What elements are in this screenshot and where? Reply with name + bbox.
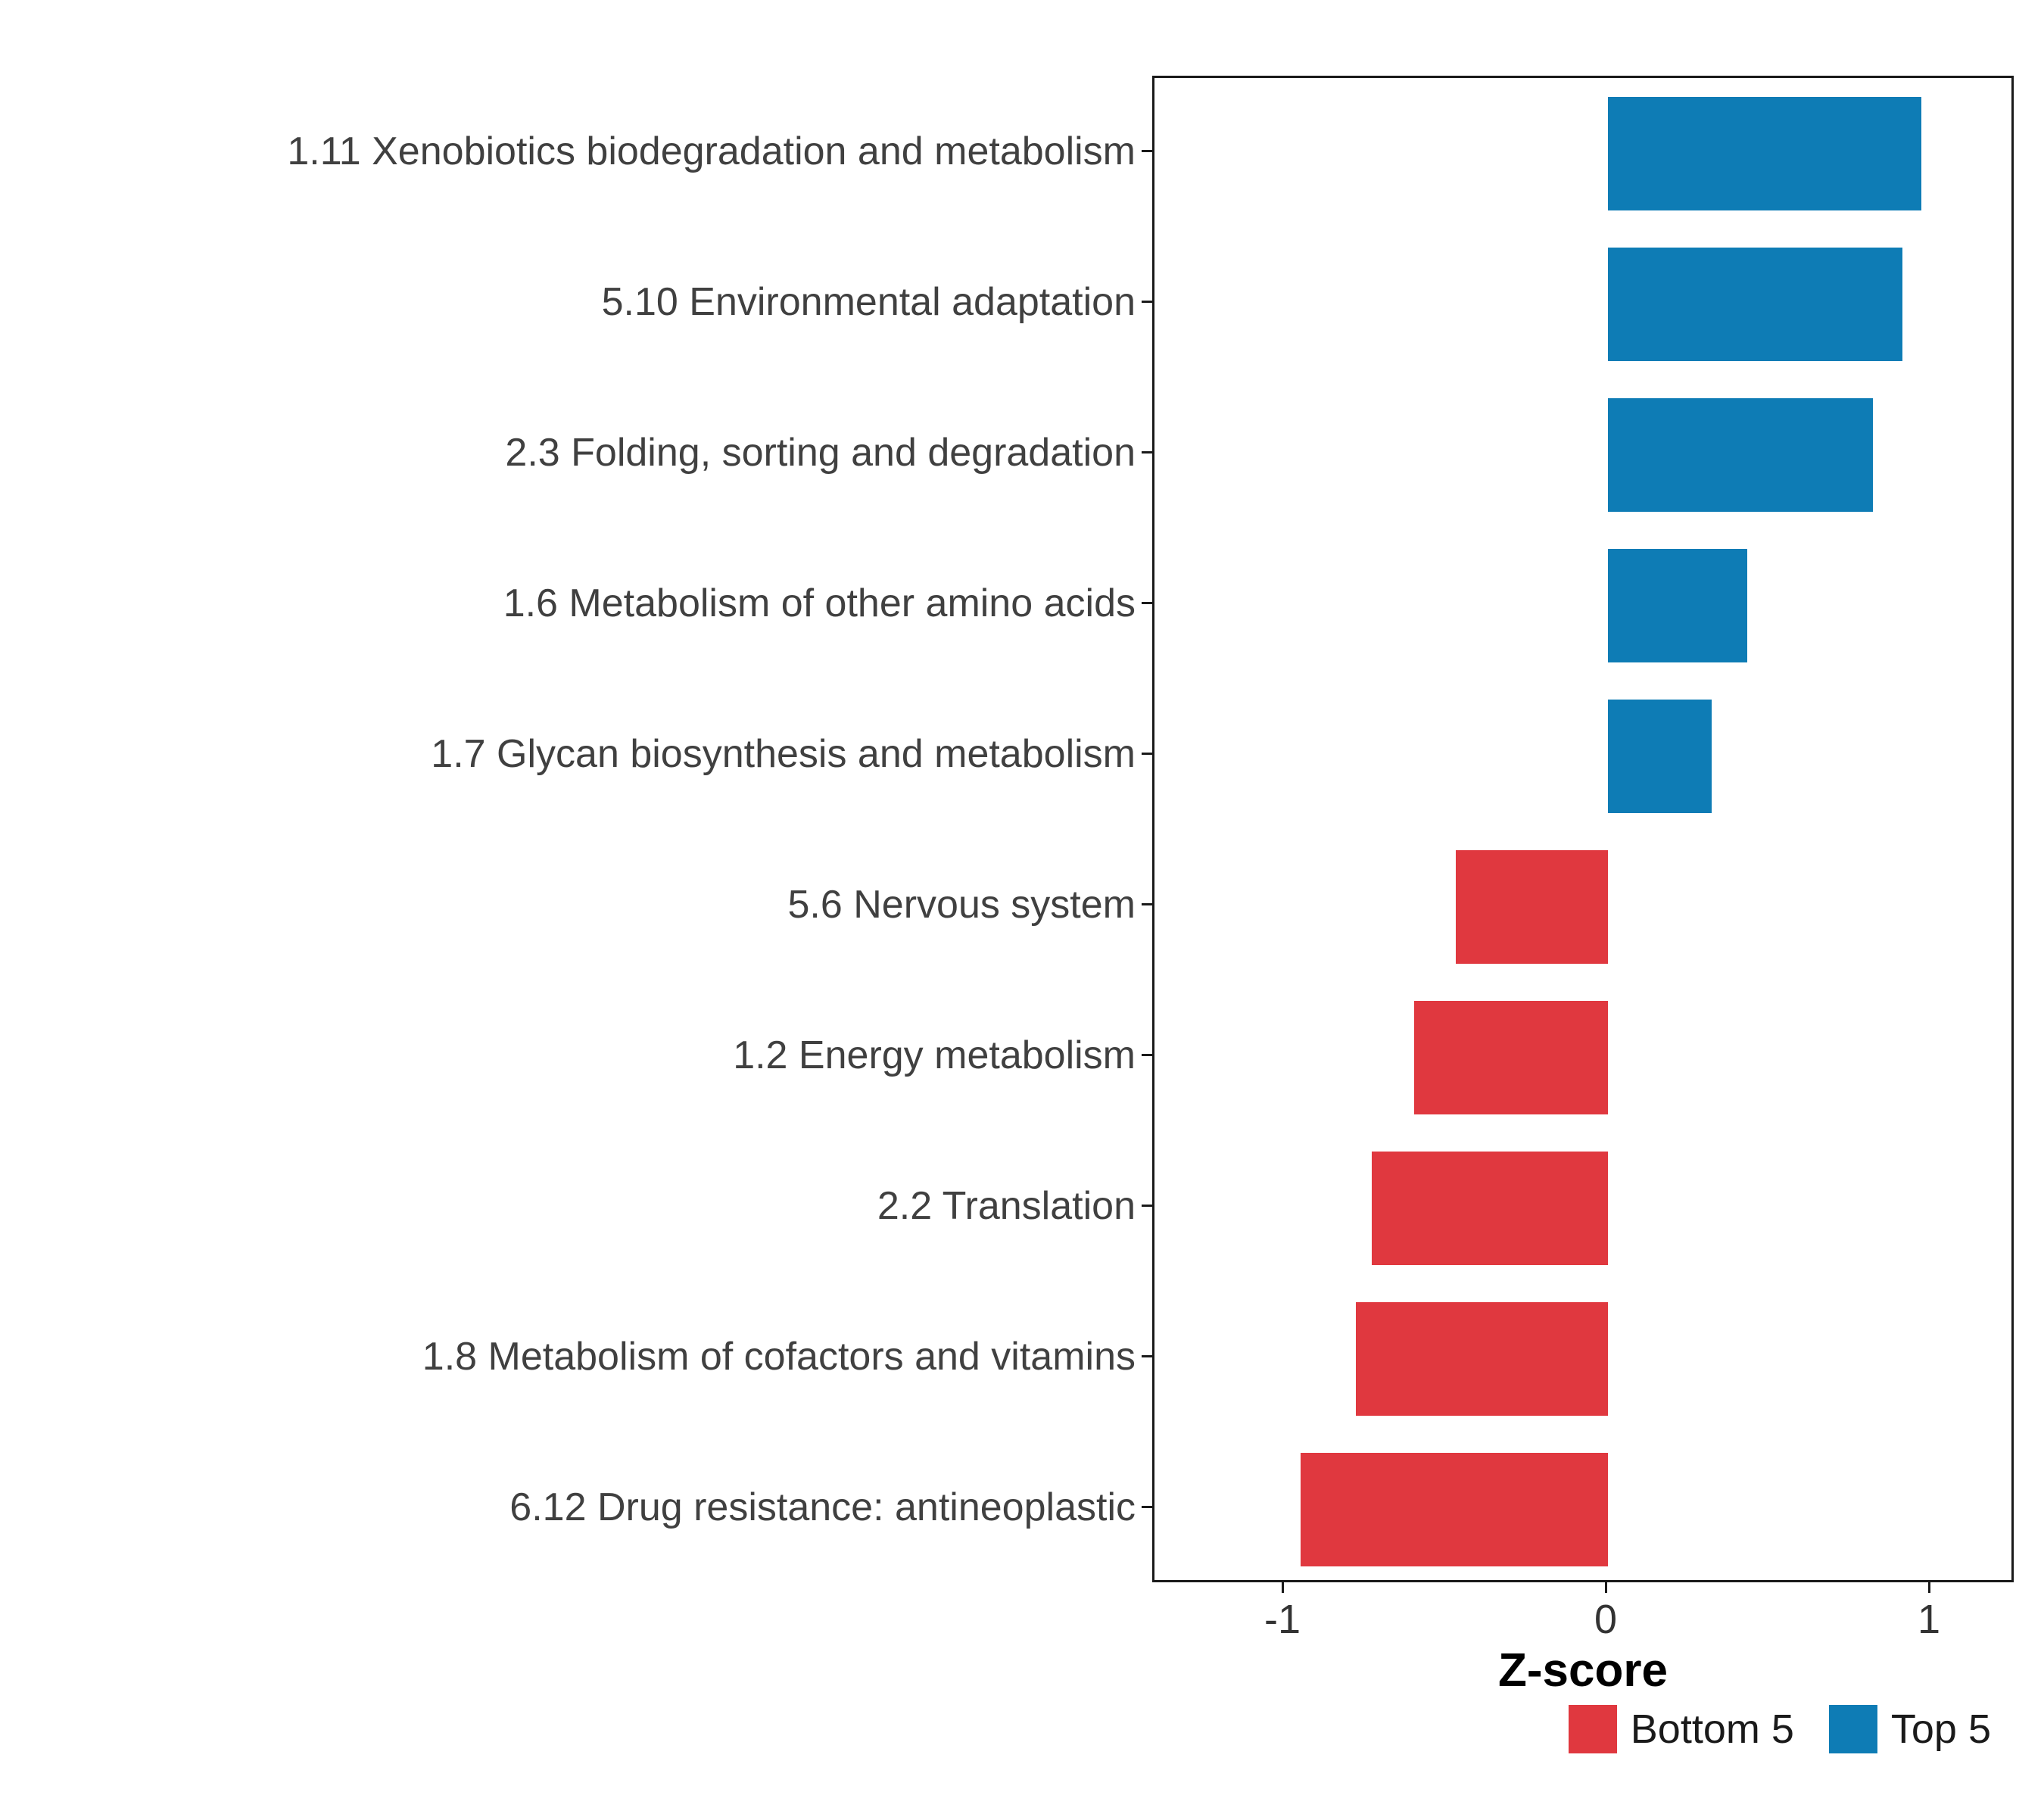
y-tick-mark bbox=[1142, 1355, 1152, 1357]
x-tick-label: 0 bbox=[1594, 1597, 1618, 1642]
x-axis-title: Z-score bbox=[1498, 1644, 1668, 1697]
y-axis-label: 1.2 Energy metabolism bbox=[733, 1033, 1136, 1077]
bar-2 bbox=[1608, 247, 1902, 361]
legend-label: Bottom 5 bbox=[1630, 1706, 1794, 1752]
y-tick-mark bbox=[1142, 301, 1152, 303]
legend: Bottom 5 Top 5 bbox=[1568, 1705, 1991, 1753]
y-axis-label: 1.8 Metabolism of cofactors and vitamins bbox=[422, 1334, 1136, 1379]
legend-key-swatch bbox=[1568, 1705, 1617, 1753]
plot-panel bbox=[1152, 76, 2014, 1582]
bar-7 bbox=[1413, 1000, 1608, 1114]
y-axis-label: 1.7 Glycan biosynthesis and metabolism bbox=[431, 731, 1136, 776]
y-axis-label: 6.12 Drug resistance: antineoplastic bbox=[509, 1485, 1136, 1529]
y-tick-mark bbox=[1142, 1506, 1152, 1508]
legend-item: Bottom 5 bbox=[1568, 1705, 1794, 1753]
legend-item: Top 5 bbox=[1828, 1705, 1991, 1753]
y-tick-mark bbox=[1142, 1205, 1152, 1207]
bar-9 bbox=[1355, 1301, 1608, 1416]
x-tick-mark bbox=[1927, 1582, 1930, 1593]
x-tick-mark bbox=[1604, 1582, 1607, 1593]
y-axis-label: 2.3 Folding, sorting and degradation bbox=[505, 430, 1136, 475]
y-axis-label: 2.2 Translation bbox=[877, 1183, 1136, 1228]
bar-8 bbox=[1372, 1151, 1608, 1265]
x-tick-mark bbox=[1281, 1582, 1284, 1593]
legend-label: Top 5 bbox=[1890, 1706, 1991, 1752]
x-tick-label: 1 bbox=[1917, 1597, 1941, 1642]
y-axis-label: 5.6 Nervous system bbox=[787, 882, 1136, 927]
y-tick-mark bbox=[1142, 602, 1152, 604]
y-axis-label: 1.11 Xenobiotics biodegradation and meta… bbox=[287, 129, 1136, 173]
y-tick-mark bbox=[1142, 451, 1152, 453]
x-tick-label: -1 bbox=[1263, 1597, 1301, 1642]
bar-10 bbox=[1301, 1452, 1608, 1566]
y-tick-mark bbox=[1142, 753, 1152, 755]
y-tick-mark bbox=[1142, 1054, 1152, 1056]
bar-4 bbox=[1608, 548, 1747, 662]
y-axis-label: 5.10 Environmental adaptation bbox=[601, 279, 1136, 324]
bar-5 bbox=[1608, 699, 1712, 813]
bar-1 bbox=[1608, 96, 1922, 210]
y-tick-mark bbox=[1142, 903, 1152, 905]
legend-key-swatch bbox=[1828, 1705, 1877, 1753]
y-tick-mark bbox=[1142, 150, 1152, 152]
y-axis-label: 1.6 Metabolism of other amino acids bbox=[503, 581, 1136, 625]
bar-6 bbox=[1456, 849, 1608, 964]
bar-3 bbox=[1608, 397, 1874, 512]
